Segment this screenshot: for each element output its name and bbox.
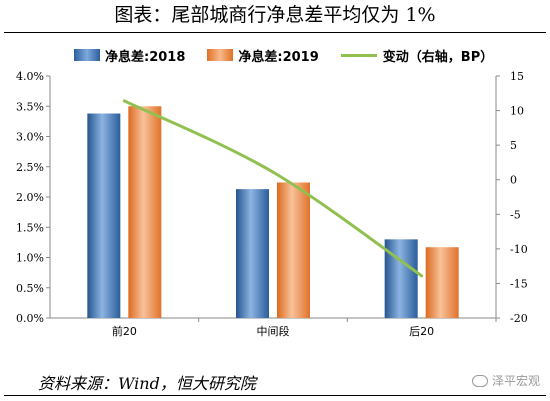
x-tick-label: 中间段 bbox=[257, 324, 290, 338]
y-right-tick-label: 5 bbox=[510, 139, 517, 152]
bar-2018-0 bbox=[87, 113, 121, 318]
chart-legend: 净息差:2018 净息差:2019 变动（右轴，BP） bbox=[74, 46, 515, 65]
legend-item-change: 变动（右轴，BP） bbox=[340, 46, 494, 65]
change-point-2 bbox=[420, 274, 424, 278]
y-right-tick-label: -20 bbox=[510, 312, 528, 325]
change-point-0 bbox=[122, 99, 126, 103]
y-left-tick-label: 4.0% bbox=[16, 70, 44, 83]
footer-divider bbox=[4, 395, 546, 396]
legend-label-change: 变动（右轴，BP） bbox=[382, 49, 494, 65]
y-left-tick-label: 1.5% bbox=[16, 221, 44, 234]
x-tick-label: 前20 bbox=[112, 324, 137, 338]
legend-swatch-change bbox=[340, 53, 377, 57]
legend-swatch-2018 bbox=[74, 49, 100, 61]
legend-label-2018: 净息差:2018 bbox=[105, 49, 186, 65]
change-line bbox=[123, 99, 423, 278]
legend-label-2019: 净息差:2019 bbox=[238, 49, 319, 65]
source-note: 资料来源：Wind，恒大研究院 bbox=[38, 374, 256, 393]
y-right-tick-label: -5 bbox=[510, 208, 521, 221]
y-left-tick-label: 0.5% bbox=[16, 282, 44, 295]
y-right-tick-label: -10 bbox=[510, 243, 528, 256]
y-left-tick-label: 0.0% bbox=[16, 312, 44, 325]
y-right-tick-label: 0 bbox=[510, 174, 517, 187]
wechat-icon bbox=[471, 374, 488, 387]
watermark-label: 泽平宏观 bbox=[491, 374, 540, 388]
y-left-tick-label: 2.0% bbox=[16, 191, 44, 204]
y-right-tick-label: 15 bbox=[510, 70, 524, 83]
chart-title: 图表：尾部城商行净息差平均仅为 1% bbox=[114, 4, 436, 26]
y-right-tick-label: -15 bbox=[510, 277, 528, 290]
bar-2019-0 bbox=[128, 106, 162, 318]
bar-2019-2 bbox=[425, 247, 459, 318]
y-left-tick-label: 2.5% bbox=[16, 161, 44, 174]
title-divider bbox=[4, 32, 546, 33]
legend-swatch-2019 bbox=[207, 49, 234, 61]
y-left-tick-label: 3.0% bbox=[16, 131, 44, 144]
legend-item-2019: 净息差:2019 bbox=[207, 46, 319, 65]
y-left-tick-label: 1.0% bbox=[16, 252, 44, 265]
change-point-1 bbox=[271, 170, 275, 174]
x-tick-label: 后20 bbox=[409, 325, 434, 338]
y-right-tick-label: 10 bbox=[510, 105, 524, 118]
watermark: 泽平宏观 bbox=[471, 372, 540, 389]
y-left-tick-label: 3.5% bbox=[16, 100, 44, 113]
bar-2019-1 bbox=[277, 182, 310, 318]
bar-2018-1 bbox=[236, 189, 269, 318]
legend-item-2018: 净息差:2018 bbox=[74, 46, 185, 65]
